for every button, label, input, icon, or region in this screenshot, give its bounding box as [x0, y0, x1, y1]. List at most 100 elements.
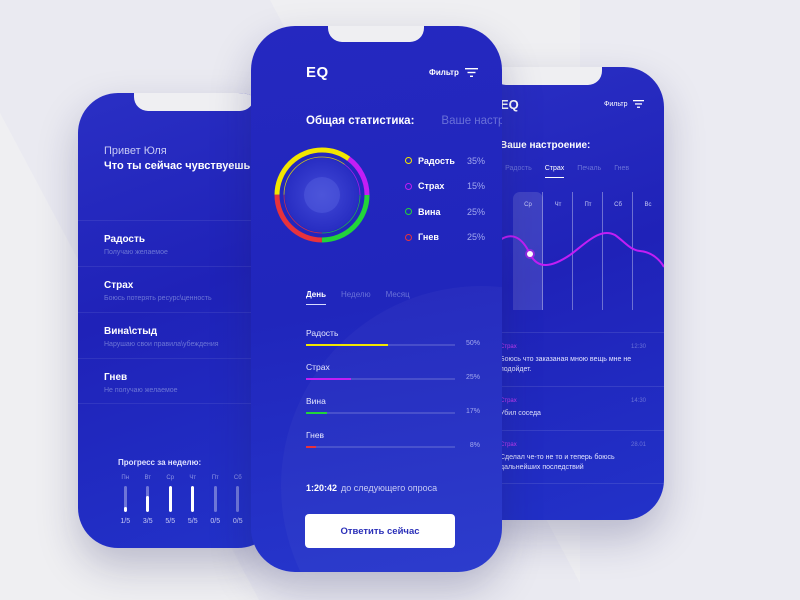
- mood-title: Ваше настроение:: [500, 140, 591, 151]
- filter-button[interactable]: Фильтр: [429, 68, 478, 77]
- chart-day-column[interactable]: Вс: [644, 202, 652, 208]
- phone-notch: [134, 93, 254, 111]
- stat-bar: [306, 412, 455, 414]
- progress-bar: [168, 486, 172, 512]
- day-progress: Чт 5/5: [182, 475, 205, 525]
- day-progress: Пт 0/5: [204, 475, 227, 525]
- tab-fear[interactable]: Страх: [544, 165, 565, 178]
- progress-bar: [236, 486, 240, 512]
- day-value: 5/5: [187, 518, 198, 525]
- emotion-subtitle: Не получаю желаемое: [104, 387, 178, 394]
- filter-label: Фильтр: [604, 100, 628, 108]
- next-survey-timer: 1:20:42 до следующего опроса: [306, 483, 437, 493]
- day-value: 0/5: [210, 518, 221, 525]
- emotion-title: Гнев: [104, 372, 128, 383]
- emotion-stats: Радость 50% Страх 25% Вина 17% Гнев 8%: [306, 328, 486, 464]
- anger-dot-icon: [405, 233, 412, 241]
- tab-joy[interactable]: Радость: [505, 165, 532, 172]
- entry-time: 12:30: [630, 344, 646, 350]
- filter-icon: [632, 100, 644, 108]
- day-progress: Ср 5/5: [159, 475, 182, 525]
- stat-row-guilt: Вина 17%: [306, 396, 480, 415]
- day-value: 0/5: [232, 518, 243, 525]
- day-progress: Вт 3/5: [137, 475, 160, 525]
- emotion-title: Страх: [104, 280, 134, 291]
- emotion-list: Радость Получаю желаемое Страх Боюсь пот…: [78, 220, 278, 404]
- day-progress: Пн 1/5: [114, 475, 137, 525]
- mood-line-chart: Ср Чт Пт Сб Вс: [500, 192, 664, 312]
- stat-row-anger: Гнев 8%: [306, 430, 480, 449]
- emotion-item-joy[interactable]: Радость Получаю желаемое: [78, 220, 278, 266]
- entry-tag: Страх: [500, 442, 517, 448]
- stat-row-joy: Радость 50%: [306, 328, 480, 347]
- entry-text: Сделал че-то не то и теперь боюсь дальне…: [500, 454, 615, 471]
- day-label: Ср: [166, 475, 175, 481]
- emotion-item-fear[interactable]: Страх Боюсь потерять ресурс\ценность: [78, 266, 278, 312]
- tab-week[interactable]: Неделю: [341, 290, 371, 299]
- emotion-donut-chart: [274, 147, 370, 243]
- emotion-subtitle: Нарушаю свои правила\убеждения: [104, 341, 219, 348]
- chart-day-column[interactable]: Чт: [543, 192, 573, 310]
- stat-bar: [306, 378, 455, 380]
- tab-day[interactable]: День: [306, 290, 326, 305]
- mood-entry[interactable]: Страх 28.01 Сделал че-то не то и теперь …: [458, 430, 664, 484]
- mood-entry[interactable]: Страх 12:30 Боюсь что заказаная мною вещ…: [458, 332, 664, 386]
- emotion-title: Радость: [104, 234, 146, 245]
- fear-dot-icon: [405, 182, 412, 190]
- question-heading: Что ты сейчас чувствуешь ?: [104, 160, 261, 172]
- weekly-progress: Пн 1/5 Вт 3/5 Ср 5/5 Чт 5/5 Пт 0/5 Сб 0/…: [114, 475, 249, 525]
- progress-bar: [146, 486, 150, 512]
- stats-tabs: Общая статистика: Ваше настр: [306, 115, 502, 127]
- mood-tabs: Все Радость Страх Печаль Гнев: [480, 165, 630, 178]
- legend-item-fear: Страх 15%: [405, 174, 485, 200]
- legend-item-joy: Радость 35%: [405, 148, 485, 174]
- phone-notch: [328, 26, 424, 42]
- progress-bar: [191, 486, 195, 512]
- stat-bar: [306, 446, 455, 448]
- progress-bar: [213, 486, 217, 512]
- tab-month[interactable]: Месяц: [385, 290, 410, 299]
- day-value: 5/5: [165, 518, 176, 525]
- stat-row-fear: Страх 25%: [306, 362, 480, 381]
- day-label: Чт: [189, 475, 197, 481]
- emotion-subtitle: Боюсь потерять ресурс\ценность: [104, 295, 212, 302]
- filter-icon: [464, 68, 478, 77]
- phone-statistics: EQ Фильтр Общая статистика: Ваше настр: [251, 26, 502, 572]
- tab-overall-stats[interactable]: Общая статистика:: [306, 115, 415, 127]
- tab-your-mood[interactable]: Ваше настр: [441, 115, 502, 127]
- chart-day-column[interactable]: Пт: [573, 192, 603, 310]
- guilt-dot-icon: [405, 208, 412, 216]
- tab-anger[interactable]: Гнев: [614, 165, 630, 172]
- mood-entries: Страх 12:30 Боюсь что заказаная мною вещ…: [458, 332, 664, 484]
- timer-label: до следующего опроса: [341, 483, 438, 493]
- mood-entry[interactable]: Страх 14:30 Убил соседа: [458, 386, 664, 430]
- emotion-item-guilt[interactable]: Вина\стыд Нарушаю свои правила\убеждения: [78, 312, 278, 358]
- logo: EQ: [500, 97, 519, 112]
- emotion-title: Вина\стыд: [104, 326, 158, 337]
- day-progress: Сб 0/5: [227, 475, 250, 525]
- filter-label: Фильтр: [429, 68, 459, 77]
- weekly-progress-title: Прогресс за неделю:: [118, 458, 202, 467]
- stat-bar: [306, 344, 455, 346]
- legend-item-guilt: Вина 25%: [405, 199, 485, 225]
- legend-item-anger: Гнев 25%: [405, 225, 485, 251]
- entry-time: 28.01: [630, 442, 646, 448]
- emotion-subtitle: Получаю желаемое: [104, 249, 168, 256]
- phone-emotion-select: Привет Юля Что ты сейчас чувствуешь ? Ра…: [78, 93, 278, 548]
- tab-sadness[interactable]: Печаль: [577, 165, 602, 172]
- entry-tag: Страх: [500, 398, 517, 404]
- progress-bar: [123, 486, 127, 512]
- day-label: Пн: [121, 475, 130, 481]
- joy-dot-icon: [405, 157, 412, 165]
- day-label: Вт: [144, 475, 152, 481]
- donut-legend: Радость 35% Страх 15% Вина 25% Гнев 25%: [405, 148, 485, 250]
- answer-now-button[interactable]: Ответить сейчас: [305, 514, 455, 548]
- chart-day-column[interactable]: Сб: [603, 192, 633, 310]
- day-value: 1/5: [120, 518, 131, 525]
- filter-button[interactable]: Фильтр: [604, 100, 644, 108]
- day-label: Пт: [211, 475, 219, 481]
- entry-text: Боюсь что заказаная мною вещь мне не под…: [500, 356, 632, 373]
- day-value: 3/5: [142, 518, 153, 525]
- emotion-item-anger[interactable]: Гнев Не получаю желаемое: [78, 358, 278, 404]
- phone-notch: [492, 67, 602, 85]
